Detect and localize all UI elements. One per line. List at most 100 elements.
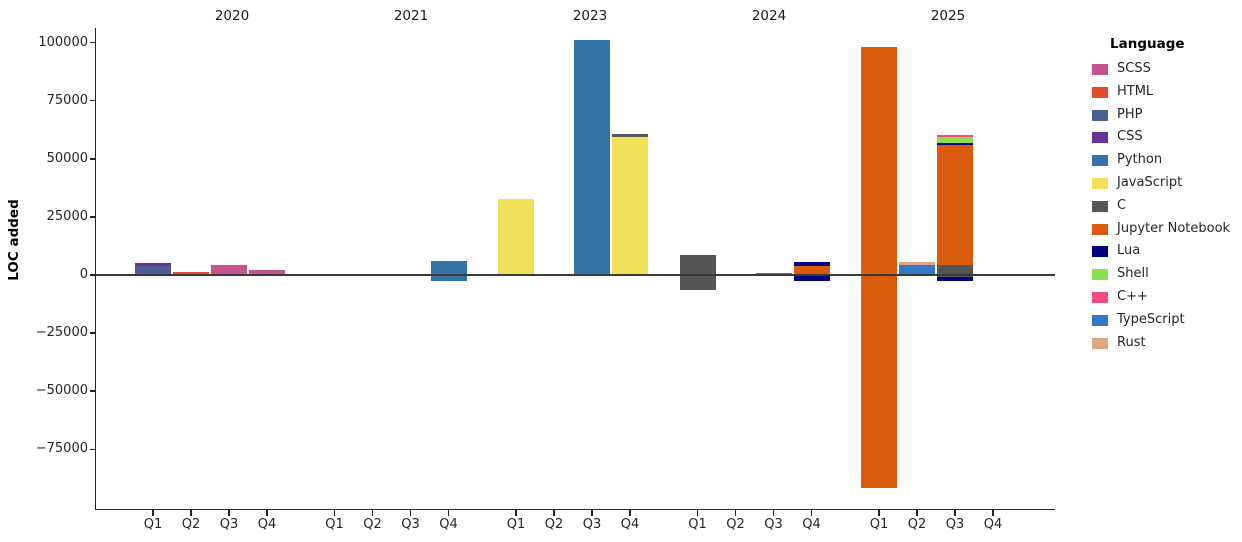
bar-segment-c (937, 275, 973, 277)
y-tick-label: 100000 (38, 34, 88, 50)
y-tick-label: 25000 (46, 208, 88, 224)
legend-item-c: C (1092, 197, 1242, 220)
bar-segment-rust (899, 261, 935, 265)
legend-item-rust: Rust (1092, 334, 1242, 357)
x-tick-label: Q2 (907, 517, 927, 532)
x-tick-label: Q2 (181, 517, 201, 532)
bar-segment-python (430, 275, 467, 282)
bar-segment-lua (937, 142, 973, 145)
legend-swatch-icon (1092, 291, 1108, 303)
legend-item-javascript: JavaScript (1092, 174, 1242, 197)
x-tick-label: Q3 (401, 517, 420, 532)
bar-segment-html (173, 271, 209, 275)
y-tick-mark (90, 390, 96, 392)
legend-swatch-icon (1092, 337, 1108, 349)
legend-label: PHP (1117, 106, 1143, 122)
bar-segment-scss (249, 269, 285, 275)
legend-swatch-icon (1092, 64, 1108, 75)
y-tick-mark (90, 41, 96, 44)
legend-swatch-icon (1092, 269, 1108, 281)
legend-swatch-icon (1092, 155, 1108, 167)
legend-label: C++ (1117, 288, 1148, 304)
legend-swatch-icon (1092, 200, 1108, 212)
bar-segment-c (937, 265, 973, 275)
x-tick-label: Q1 (506, 517, 526, 532)
bar-segment-python (755, 273, 792, 275)
legend-items: SCSS HTML PHP CSS Python JavaScript C Jupyter N… (1092, 60, 1242, 356)
bar-segment-scss (211, 265, 247, 275)
bar-segment-php (135, 266, 171, 275)
legend-item-python: Python (1092, 151, 1242, 174)
legend-item-typescript: TypeScript (1092, 311, 1242, 334)
legend-item-c-: C++ (1092, 288, 1242, 311)
y-tick-mark (90, 99, 96, 102)
legend-item-css: CSS (1092, 128, 1242, 151)
legend-label: C (1117, 197, 1127, 213)
legend-swatch-icon (1092, 314, 1108, 326)
y-tick-label: −75000 (35, 441, 88, 457)
x-tick-label: Q3 (219, 517, 239, 532)
year-label: 2023 (572, 8, 608, 24)
bar-segment-jupyter-notebook (861, 275, 897, 488)
legend-label: HTML (1117, 83, 1154, 99)
legend-title: Language (1110, 36, 1185, 52)
y-tick-mark (90, 216, 96, 218)
x-tick-mark (190, 510, 192, 516)
bar-segment-typescript (899, 265, 935, 275)
x-tick-label: Q4 (620, 517, 640, 532)
x-tick-label: Q2 (544, 517, 564, 532)
legend-label: TypeScript (1117, 311, 1185, 327)
x-tick-mark (696, 510, 699, 516)
x-tick-mark (409, 510, 412, 516)
x-tick-label: Q1 (688, 517, 707, 532)
y-tick-mark (90, 274, 96, 276)
bar-segment-jupyter-notebook (861, 47, 897, 275)
x-tick-mark (371, 510, 374, 516)
x-tick-mark (629, 510, 631, 516)
legend-swatch-icon (1092, 86, 1108, 98)
x-tick-mark (152, 510, 154, 516)
y-tick-mark (90, 448, 96, 451)
x-tick-label: Q1 (143, 517, 163, 532)
year-label: 2024 (751, 8, 787, 24)
legend-label: Python (1117, 152, 1163, 168)
x-tick-label: Q1 (869, 517, 889, 532)
legend-item-jupyter-notebook: Jupyter Notebook (1092, 220, 1242, 243)
bar-segment-javascript (498, 199, 534, 275)
x-tick-label: Q3 (945, 517, 965, 532)
bar-segment-jupyter-notebook (937, 144, 973, 266)
x-axis-spine (94, 508, 1055, 510)
bar-segment-lua (937, 276, 973, 281)
legend: Language SCSS HTML PHP CSS Python JavaScript C… (1092, 36, 1242, 356)
bar-segment-shell (937, 137, 973, 143)
x-tick-mark (916, 510, 918, 516)
x-tick-label: Q3 (764, 517, 783, 532)
bar-segment-lua (793, 261, 830, 267)
x-tick-mark (447, 510, 450, 516)
x-tick-mark (954, 510, 956, 516)
bar-segment-c (679, 275, 716, 290)
bar-segment-javascript (612, 136, 648, 275)
legend-item-scss: SCSS (1092, 60, 1242, 83)
x-tick-label: Q4 (983, 517, 1003, 532)
year-label: 2025 (930, 8, 966, 24)
x-tick-mark (810, 510, 813, 516)
y-axis-spine (94, 28, 96, 510)
legend-swatch-icon (1092, 132, 1108, 144)
x-tick-label: Q4 (439, 517, 458, 532)
y-tick-label: −25000 (35, 325, 88, 341)
x-tick-mark (515, 510, 517, 516)
x-tick-label: Q4 (802, 517, 821, 532)
x-tick-mark (992, 510, 994, 516)
legend-swatch-icon (1092, 177, 1108, 189)
legend-label: Shell (1117, 266, 1149, 282)
legend-label: SCSS (1117, 61, 1151, 76)
legend-swatch-icon (1092, 109, 1108, 121)
legend-label: Jupyter Notebook (1117, 220, 1231, 236)
x-tick-label: Q4 (257, 517, 277, 532)
x-tick-label: Q3 (582, 517, 602, 532)
year-label: 2021 (393, 8, 429, 24)
bar-segment-jupyter-notebook (793, 266, 830, 275)
bar-segment-c (679, 254, 716, 275)
